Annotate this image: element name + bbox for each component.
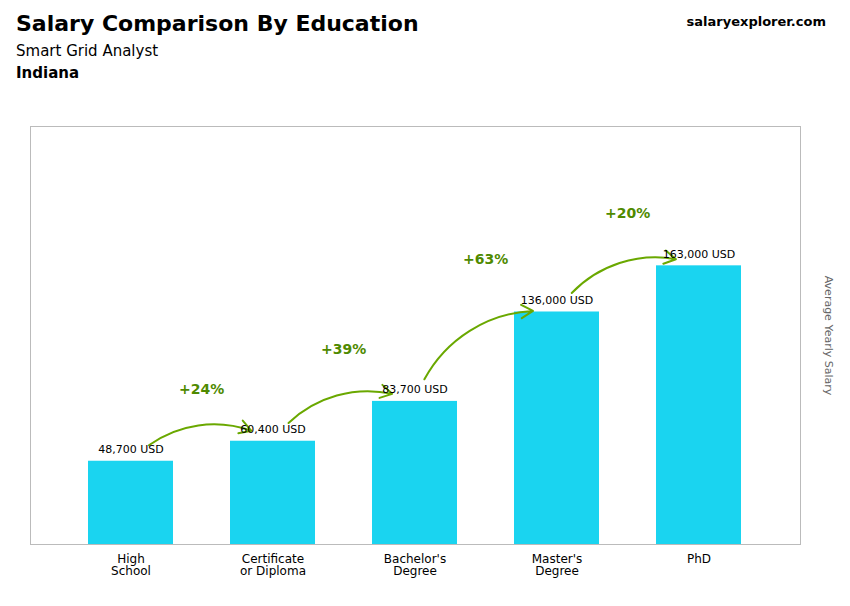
svg-text:Average Yearly Salary: Average Yearly Salary bbox=[822, 276, 835, 396]
svg-text:PhD: PhD bbox=[687, 552, 711, 566]
html-text:Indiana: Indiana bbox=[16, 64, 80, 82]
svg-text:Master'sDegree: Master'sDegree bbox=[532, 552, 583, 578]
svg-text:Certificateor Diploma: Certificateor Diploma bbox=[240, 552, 306, 578]
svg-text:HighSchool: HighSchool bbox=[111, 552, 151, 578]
svg-text:+39%: +39% bbox=[321, 341, 366, 357]
svg-text:136,000 USD: 136,000 USD bbox=[521, 294, 594, 307]
svg-text:60,400 USD: 60,400 USD bbox=[240, 423, 306, 436]
html-text:salaryexplorer.com: salaryexplorer.com bbox=[686, 14, 826, 29]
svg-text:163,000 USD: 163,000 USD bbox=[663, 248, 736, 261]
html-text:Salary Comparison By Education: Salary Comparison By Education bbox=[16, 11, 419, 36]
svg-text:Bachelor'sDegree: Bachelor'sDegree bbox=[384, 552, 446, 578]
svg-text:+63%: +63% bbox=[463, 251, 508, 267]
html-text:Smart Grid Analyst: Smart Grid Analyst bbox=[16, 42, 159, 60]
svg-text:+24%: +24% bbox=[179, 381, 224, 397]
svg-text:48,700 USD: 48,700 USD bbox=[98, 443, 164, 456]
svg-text:+20%: +20% bbox=[605, 205, 650, 221]
svg-text:83,700 USD: 83,700 USD bbox=[382, 383, 448, 396]
